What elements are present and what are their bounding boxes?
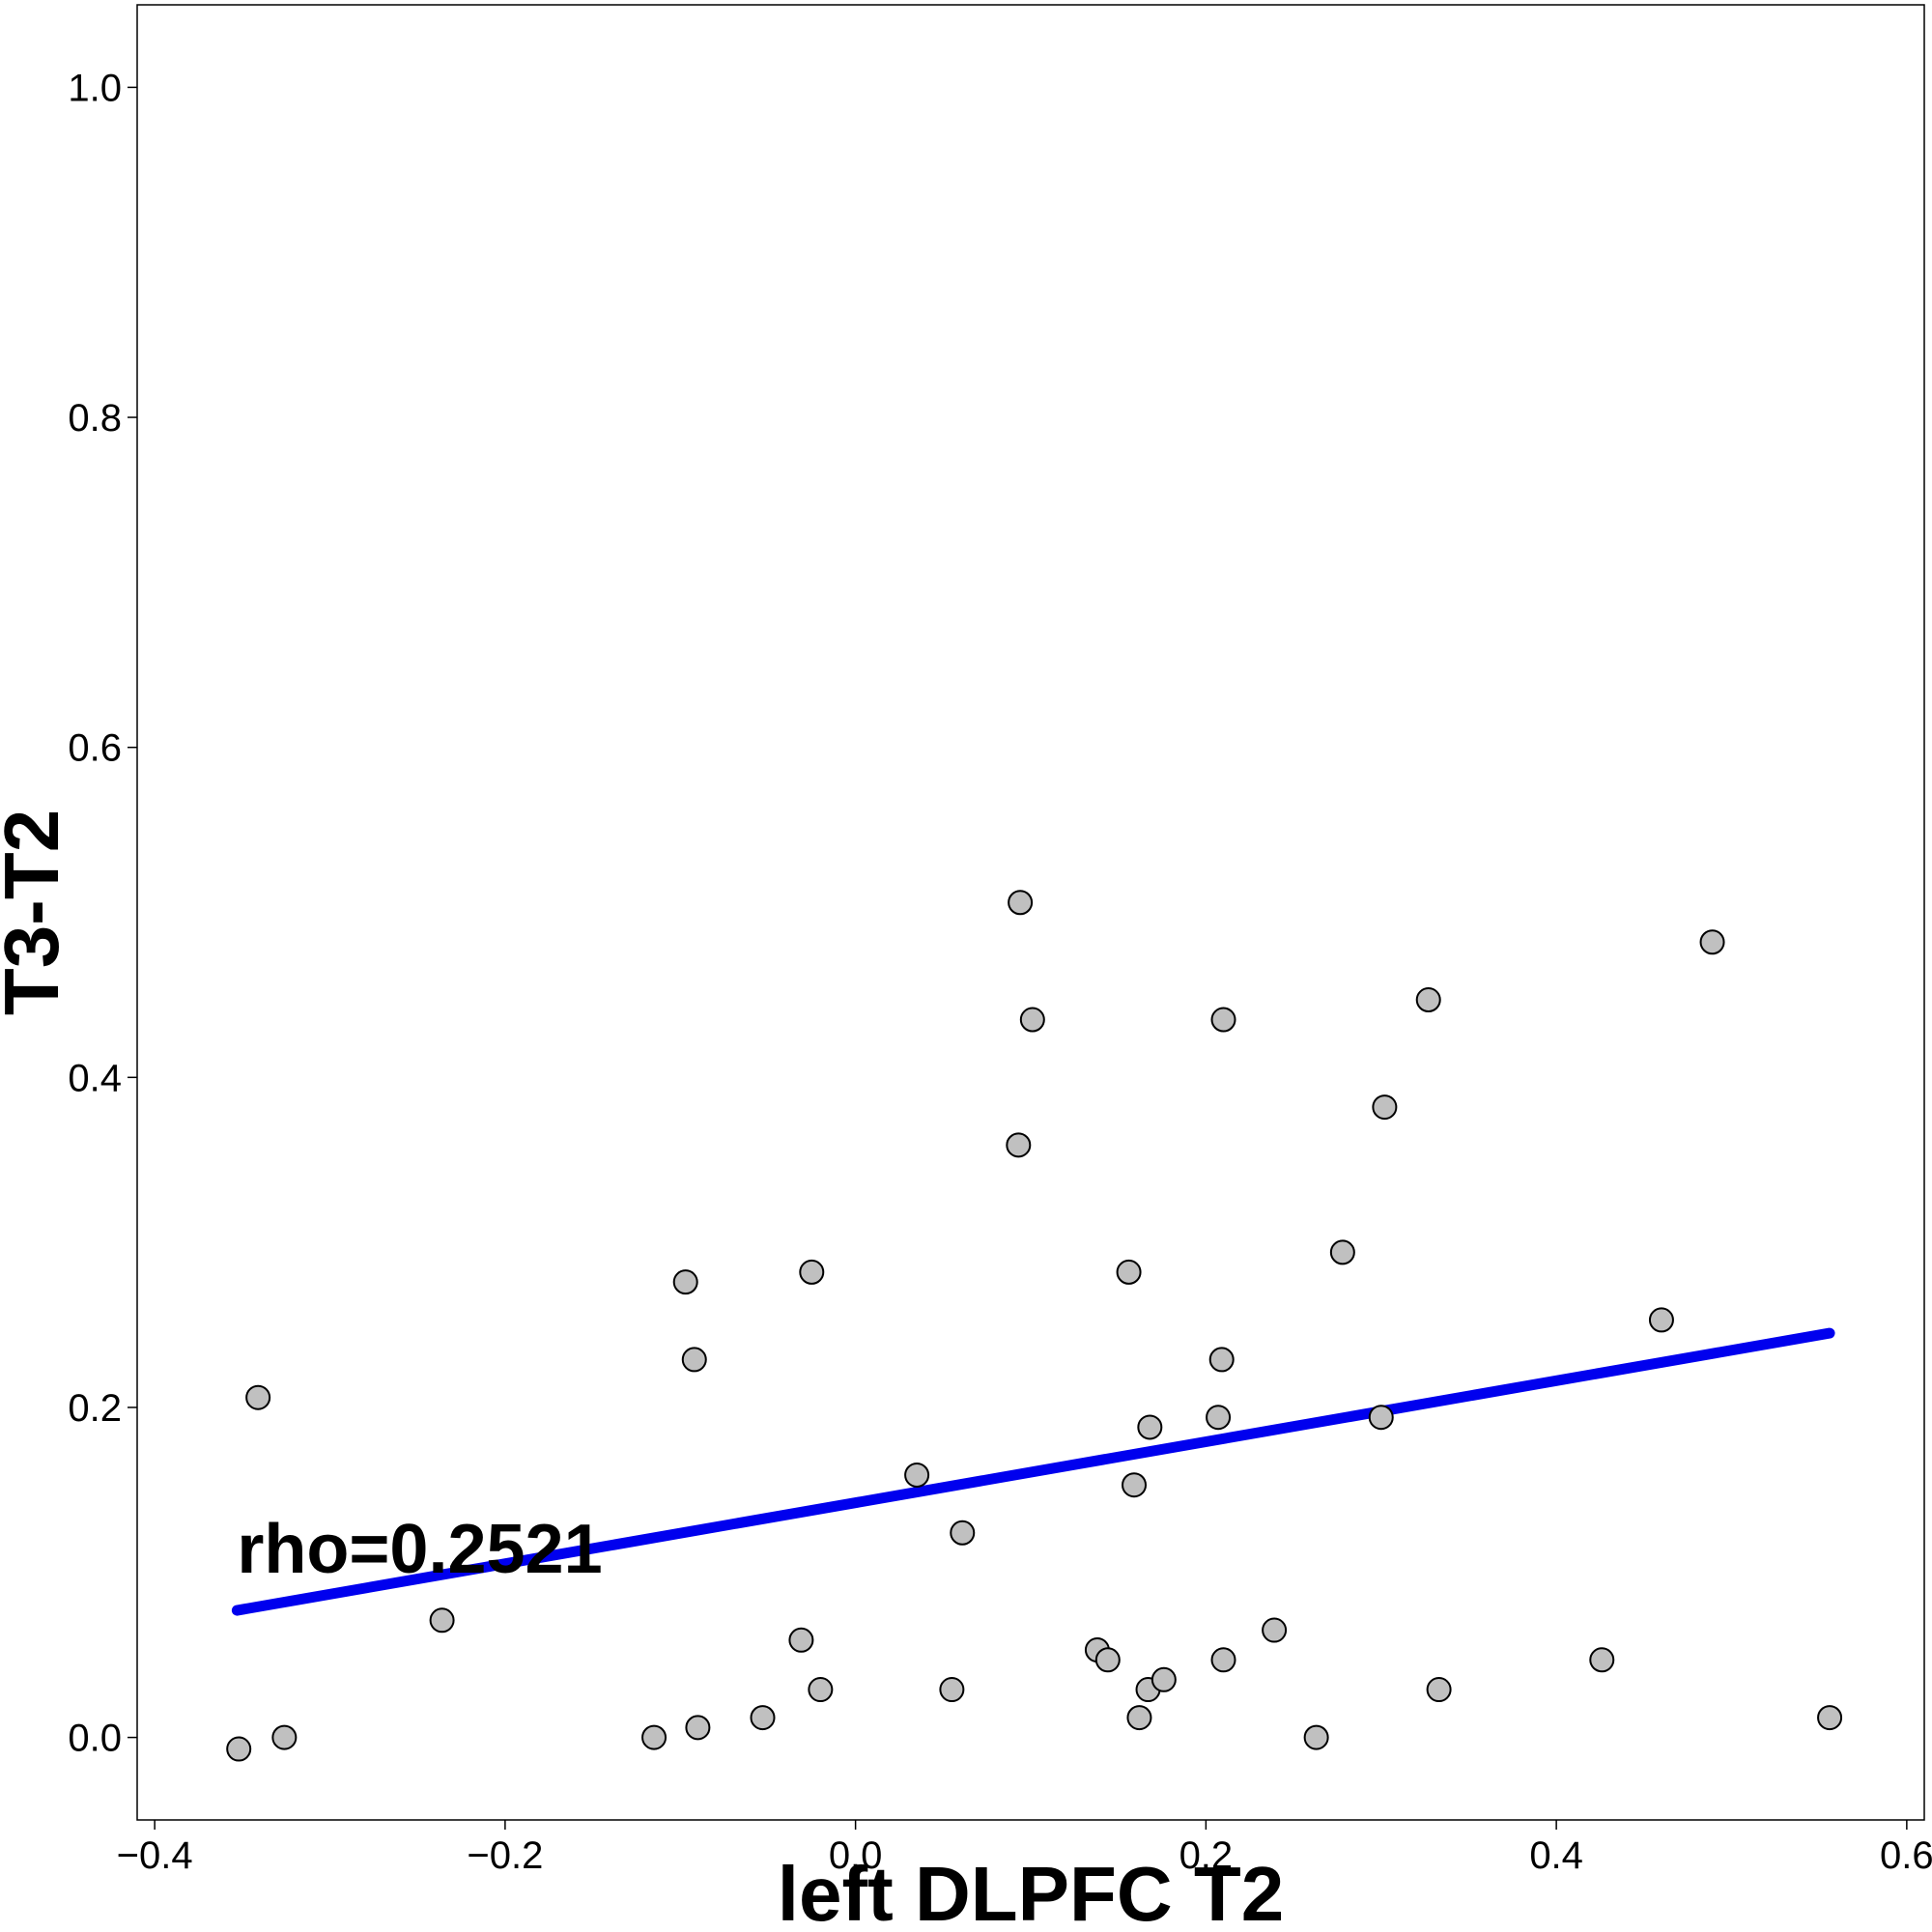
x-tick-label: 0.2 <box>1179 1834 1234 1877</box>
y-axis-title: T3-T2 <box>0 810 74 1015</box>
y-tick-label: 1.0 <box>68 67 122 109</box>
data-point <box>1368 1405 1394 1431</box>
regression-line <box>231 1327 1835 1616</box>
x-tick-label: 0.6 <box>1880 1834 1932 1877</box>
data-point <box>1210 1007 1236 1033</box>
scatter-points <box>226 890 1843 1762</box>
y-tick-label: 0.6 <box>68 727 122 770</box>
data-point <box>1126 1705 1152 1731</box>
data-point <box>1817 1705 1843 1731</box>
data-point <box>799 1259 825 1285</box>
rho-annotation: rho=0.2521 <box>237 1511 602 1588</box>
data-point <box>1589 1647 1615 1673</box>
data-point <box>641 1724 668 1750</box>
data-point <box>1122 1472 1148 1498</box>
x-axis-title: left DLPFC T2 <box>778 1851 1284 1932</box>
data-point <box>271 1724 298 1750</box>
data-point <box>1206 1405 1232 1431</box>
data-point <box>1151 1666 1177 1692</box>
x-tick-label: 0.0 <box>829 1834 883 1877</box>
x-tick-label: −0.4 <box>117 1834 193 1877</box>
data-point <box>788 1627 814 1653</box>
data-point <box>750 1705 776 1731</box>
data-point <box>1116 1259 1142 1285</box>
plot-panel <box>136 4 1925 1821</box>
y-tick-label: 0.0 <box>68 1718 122 1760</box>
data-point <box>1699 929 1725 955</box>
data-point <box>939 1677 965 1703</box>
data-point <box>1303 1724 1329 1750</box>
data-point <box>1019 1007 1045 1033</box>
data-point <box>1210 1647 1236 1673</box>
data-point <box>1262 1617 1288 1643</box>
data-point <box>226 1736 252 1762</box>
x-tick-label: −0.2 <box>467 1834 543 1877</box>
y-axis: 0.0 0.2 0.4 0.6 0.8 1.0 <box>68 67 137 1760</box>
data-point <box>1648 1307 1674 1333</box>
data-point <box>685 1715 711 1741</box>
data-point <box>1372 1094 1398 1121</box>
data-point <box>1426 1677 1452 1703</box>
x-axis: −0.4 −0.2 0.0 0.2 0.4 0.6 <box>117 1820 1932 1877</box>
data-point <box>1094 1647 1121 1673</box>
data-point <box>429 1607 455 1634</box>
data-point <box>1415 987 1441 1013</box>
data-point <box>1208 1347 1235 1373</box>
data-point <box>950 1520 976 1546</box>
y-tick-label: 0.4 <box>68 1057 122 1099</box>
data-point <box>1137 1414 1163 1440</box>
data-point <box>1329 1239 1355 1265</box>
data-point <box>672 1269 698 1295</box>
data-point <box>681 1347 707 1373</box>
data-point <box>1008 890 1034 916</box>
data-point <box>808 1677 834 1703</box>
data-point <box>1006 1132 1032 1158</box>
y-tick-label: 0.2 <box>68 1387 122 1430</box>
y-tick-label: 0.8 <box>68 397 122 440</box>
data-point <box>245 1384 271 1410</box>
data-point <box>904 1462 930 1488</box>
x-tick-label: 0.4 <box>1529 1834 1583 1877</box>
